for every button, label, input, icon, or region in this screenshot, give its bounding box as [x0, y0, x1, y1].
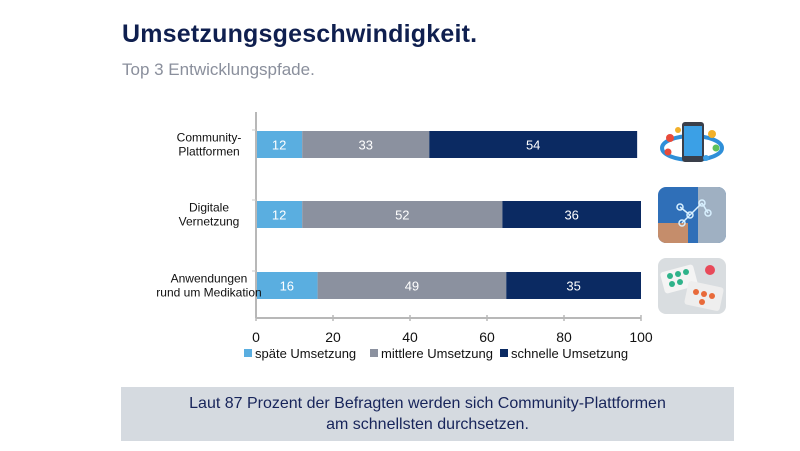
- doctor-network-image: [658, 187, 726, 243]
- category-label: Plattformen: [178, 145, 239, 159]
- bar-value-label: 54: [526, 138, 540, 153]
- category-label: Community-: [177, 131, 242, 145]
- medication-pills-image: [658, 258, 726, 314]
- legend-item: schnelle Umsetzung: [500, 346, 628, 361]
- bar-segment: [317, 272, 507, 299]
- legend-swatch: [500, 349, 508, 357]
- x-tick-label: 40: [402, 329, 418, 345]
- category-label: rund um Medikation: [156, 286, 261, 300]
- callout-box: Laut 87 Prozent der Befragten werden sic…: [121, 387, 734, 441]
- x-tick-label: 80: [556, 329, 572, 345]
- bar-segment: [302, 131, 430, 158]
- category-label: Digitale: [189, 201, 229, 215]
- bar-value-label: 12: [272, 138, 286, 153]
- bar-segment: [302, 201, 503, 228]
- bar-value-label: 16: [280, 279, 294, 294]
- x-tick-label: 20: [325, 329, 341, 345]
- smartphone-apps-image: [658, 116, 726, 172]
- x-tick-label: 100: [629, 329, 653, 345]
- legend-label: schnelle Umsetzung: [511, 346, 628, 361]
- category-label: Vernetzung: [179, 215, 240, 229]
- legend-item: mittlere Umsetzung: [370, 346, 493, 361]
- legend-item: späte Umsetzung: [244, 346, 356, 361]
- legend-label: späte Umsetzung: [255, 346, 356, 361]
- bar-value-label: 36: [564, 208, 578, 223]
- category-label: Anwendungen: [171, 272, 248, 286]
- bar-value-label: 35: [566, 279, 580, 294]
- bar-segment: [502, 201, 641, 228]
- bar-segment: [256, 131, 303, 158]
- bar-value-label: 49: [405, 279, 419, 294]
- legend-label: mittlere Umsetzung: [381, 346, 493, 361]
- callout-line-2: am schnellsten durchsetzen.: [326, 416, 529, 433]
- callout-line-1: Laut 87 Prozent der Befragten werden sic…: [189, 395, 666, 412]
- bar-value-label: 52: [395, 208, 409, 223]
- x-tick-label: 0: [252, 329, 260, 345]
- bar-segment: [506, 272, 641, 299]
- bar-value-label: 33: [358, 138, 372, 153]
- legend-swatch: [370, 349, 378, 357]
- bar-segment: [256, 272, 318, 299]
- page-subtitle: Top 3 Entwicklungspfade.: [122, 60, 315, 79]
- bar-value-label: 12: [272, 208, 286, 223]
- x-tick-label: 60: [479, 329, 495, 345]
- bar-segment: [256, 201, 303, 228]
- legend-swatch: [244, 349, 252, 357]
- page-title: Umsetzungsgeschwindigkeit.: [122, 20, 478, 48]
- bar-segment: [429, 131, 638, 158]
